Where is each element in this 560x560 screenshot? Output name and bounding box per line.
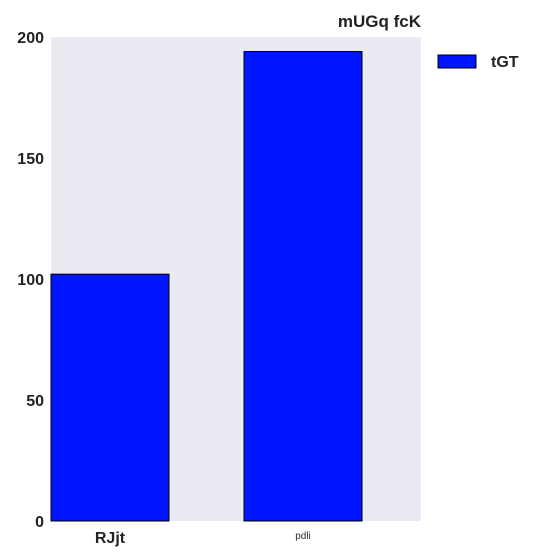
legend-label: tGT: [491, 54, 519, 71]
y-tick-label: 0: [35, 514, 44, 531]
legend-swatch: [437, 54, 477, 69]
y-tick-label: 50: [26, 393, 44, 410]
chart-title: mUGq fcK: [338, 12, 422, 31]
x-tick-label: pdli: [295, 531, 311, 542]
y-axis-ticks: 0 50 100 150 200: [17, 30, 44, 531]
x-tick-label: RJjt: [95, 530, 126, 547]
bar-rjjt: [50, 273, 170, 522]
bar-pdli: [243, 51, 363, 522]
legend: tGT: [437, 54, 519, 71]
bars-group: [50, 51, 363, 522]
y-tick-label: 100: [17, 272, 44, 289]
y-tick-label: 200: [17, 30, 44, 47]
x-axis-ticks: RJjt pdli: [95, 530, 311, 547]
y-tick-label: 150: [17, 151, 44, 168]
